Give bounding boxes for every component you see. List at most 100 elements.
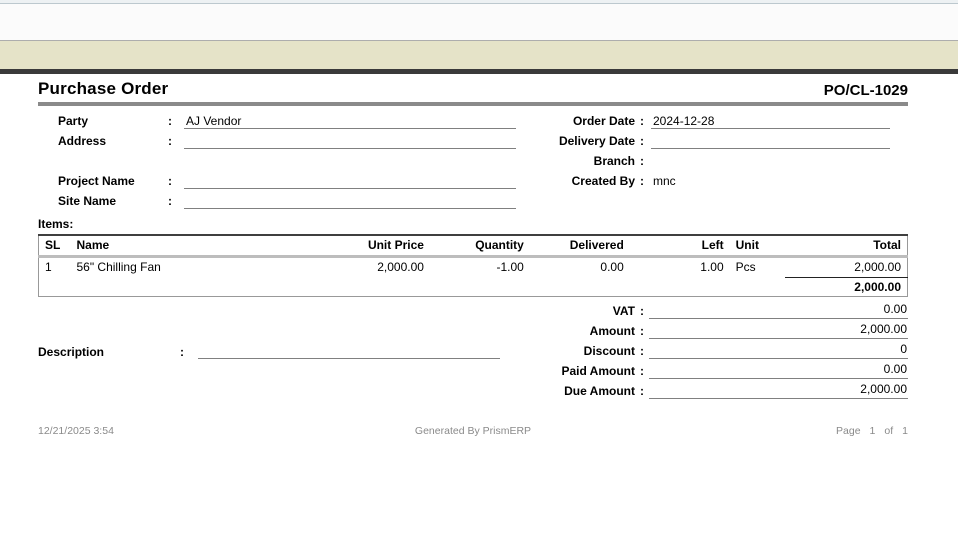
footer-generated-by: Generated By PrismERP [414,424,532,437]
field-label: Branch [593,154,635,168]
field-colon: : [640,323,644,338]
summary-label: Due Amount [564,383,635,398]
field-value-party: AJ Vendor [184,113,516,129]
summary-value-paid-amount: 0.00 [649,362,908,379]
header-band-dark [0,69,958,74]
field-value-address [184,133,516,149]
items-table: SL Name Unit Price Quantity Delivered Le… [38,234,908,297]
col-header-unit: Unit [729,235,785,258]
cell-unit: Pcs [735,260,756,275]
field-value-order-date: 2024-12-28 [651,113,890,129]
toolbar-band-empty [0,4,958,41]
report-footer: 12/21/2025 3:54 Generated By PrismERP Pa… [38,425,908,437]
field-label: Project Name [58,174,135,188]
field-colon: : [168,194,172,208]
summary-row-amount: Amount : 2,000.00 [516,321,908,341]
field-colon: : [640,303,644,318]
cell-unit-price: 2,000.00 [377,260,424,275]
col-header-unit-price: Unit Price [320,235,430,258]
cell-left: 1.00 [700,260,724,275]
cell-sl: 1 [45,260,52,275]
field-value-project-name [184,173,516,189]
summary-value-discount: 0 [649,342,908,359]
field-label: Site Name [58,194,117,208]
purchase-order-document: Purchase Order PO/CL-1029 Party : AJ Ven… [38,79,908,437]
items-header-row: SL Name Unit Price Quantity Delivered Le… [38,235,908,258]
field-colon: : [640,114,644,128]
order-info-right: Order Date : 2024-12-28 Delivery Date : … [516,111,908,211]
footer-timestamp: 12/21/2025 3:54 [38,424,114,437]
cell-name: 56" Chilling Fan [76,260,161,275]
field-colon: : [640,174,644,188]
page-title: Purchase Order [38,79,169,98]
items-section-label: Items: [38,217,74,231]
table-row: 1 56" Chilling Fan 2,000.00 -1.00 0.00 1… [39,256,908,277]
field-row-description: Description : [38,342,516,362]
items-total-row: 2,000.00 [39,276,908,296]
field-label: Delivery Date [558,134,635,148]
description-value-line [198,344,500,359]
summary-label: Paid Amount [561,363,635,378]
field-label: Party [58,114,89,128]
footer-pagination: Page 1 of 1 [618,425,908,437]
top-strip [0,0,958,4]
summary-row-discount: Discount : 0 [516,341,908,361]
description-label: Description [38,344,105,359]
items-total-spacer [39,277,785,296]
field-row-created-by: Created By : mnc [516,171,908,191]
description-block: Description : [38,301,516,401]
field-row-site-name: Site Name : [38,191,516,211]
col-header-total: Total [784,235,908,258]
col-header-sl: SL [38,235,71,258]
document-header: Purchase Order PO/CL-1029 [38,79,908,99]
field-value-delivery-date [651,133,890,149]
po-number: PO/CL-1029 [823,82,908,99]
field-colon: : [168,114,172,128]
summary-label: Amount [589,323,635,338]
summary-row-due-amount: Due Amount : 2,000.00 [516,381,908,401]
field-value-site-name [184,193,516,209]
field-row-spacer [38,151,516,171]
field-row-order-date: Order Date : 2024-12-28 [516,111,908,131]
page-current: 1 [869,424,876,437]
field-value-created-by: mnc [653,174,676,188]
field-colon: : [640,134,644,148]
items-grand-total: 2,000.00 [784,276,908,296]
title-divider [38,102,908,106]
order-info-left: Party : AJ Vendor Address : Project Name… [38,111,516,211]
summary-block: VAT : 0.00 Amount : 2,000.00 Discount : … [516,301,908,401]
col-header-quantity: Quantity [429,235,530,258]
summary-value-amount: 2,000.00 [649,322,908,339]
field-colon: : [640,383,644,398]
page-of-label: of [884,424,894,437]
summary-row-paid-amount: Paid Amount : 0.00 [516,361,908,381]
field-colon: : [640,363,644,378]
summary-value-due-amount: 2,000.00 [649,382,908,399]
field-row-party: Party : AJ Vendor [38,111,516,131]
summary-row-vat: VAT : 0.00 [516,301,908,321]
field-colon: : [168,174,172,188]
field-row-project-name: Project Name : [38,171,516,191]
lower-section: Description : VAT : 0.00 Amount : 2,000.… [38,301,908,401]
field-row-delivery-date: Delivery Date : [516,131,908,151]
summary-value-vat: 0.00 [649,302,908,319]
summary-label: Discount [583,343,635,358]
field-colon: : [180,344,184,359]
field-label: Address [58,134,107,148]
field-colon: : [640,154,644,168]
col-header-name: Name [70,235,321,258]
field-colon: : [640,343,644,358]
field-label: Created By [571,174,635,188]
page-total: 1 [902,424,908,437]
col-header-delivered: Delivered [529,235,630,258]
cell-quantity: -1.00 [496,260,524,275]
field-row-branch: Branch : [516,151,908,171]
field-colon: : [168,134,172,148]
field-label: Order Date [572,114,635,128]
cell-total: 2,000.00 [854,260,901,274]
col-header-left: Left [629,235,730,258]
order-info-section: Party : AJ Vendor Address : Project Name… [38,111,908,211]
summary-label: VAT [612,303,635,318]
field-value-branch [651,153,890,169]
field-row-address: Address : [38,131,516,151]
